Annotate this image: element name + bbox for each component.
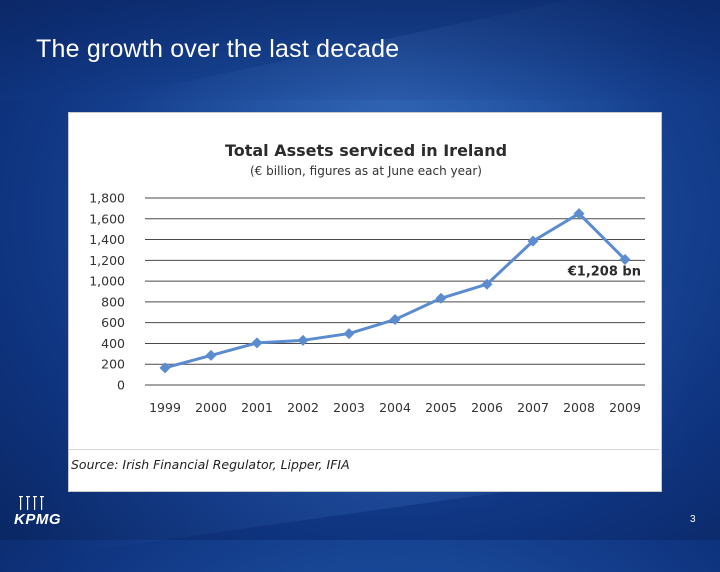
y-tick-label: 1,600: [89, 211, 125, 226]
x-tick-label: 1999: [149, 400, 181, 415]
data-point: [297, 334, 309, 346]
data-point: [343, 328, 355, 340]
x-tick-label: 2007: [517, 400, 549, 415]
x-tick-label: 2002: [287, 400, 319, 415]
line-chart: Total Assets serviced in Ireland (€ bill…: [89, 141, 645, 415]
y-tick-label: 400: [101, 336, 125, 351]
data-point: [435, 292, 447, 304]
y-tick-label: 1,800: [89, 191, 125, 206]
data-point: [481, 278, 493, 290]
data-point: [205, 349, 217, 361]
x-tick-label: 2003: [333, 400, 365, 415]
data-annotation: €1,208 bn: [567, 265, 641, 280]
chart-subtitle: (€ billion, figures as at June each year…: [250, 164, 482, 178]
y-tick-label: 800: [101, 294, 125, 309]
data-point: [389, 314, 401, 326]
x-tick-label: 2009: [609, 400, 641, 415]
y-tick-label: 0: [117, 378, 125, 393]
data-point: [573, 208, 585, 220]
data-point: [619, 254, 631, 266]
y-tick-label: 1,400: [89, 232, 125, 247]
x-tick-label: 2001: [241, 400, 273, 415]
data-point: [159, 362, 171, 374]
series-line: [164, 212, 627, 370]
logo-bars-icon: [19, 496, 44, 510]
y-tick-label: 1,000: [89, 274, 125, 289]
x-tick-label: 2006: [471, 400, 503, 415]
chart-frame: Total Assets serviced in Ireland (€ bill…: [68, 112, 662, 492]
data-point: [251, 337, 263, 349]
page-number: 3: [690, 514, 696, 525]
slide-title: The growth over the last decade: [36, 35, 400, 63]
kpmg-logo: KPMG: [14, 494, 84, 530]
y-tick-label: 200: [101, 357, 125, 372]
x-tick-label: 2004: [379, 400, 411, 415]
title-band: [0, 0, 720, 100]
chart-title: Total Assets serviced in Ireland: [225, 141, 507, 160]
source-note: Source: Irish Financial Regulator, Lippe…: [69, 449, 659, 491]
x-tick-label: 2005: [425, 400, 457, 415]
x-tick-label: 2000: [195, 400, 227, 415]
y-tick-label: 600: [101, 315, 125, 330]
data-point: [527, 235, 539, 247]
y-tick-label: 1,200: [89, 253, 125, 268]
x-tick-label: 2008: [563, 400, 595, 415]
logo-text: KPMG: [14, 511, 61, 528]
